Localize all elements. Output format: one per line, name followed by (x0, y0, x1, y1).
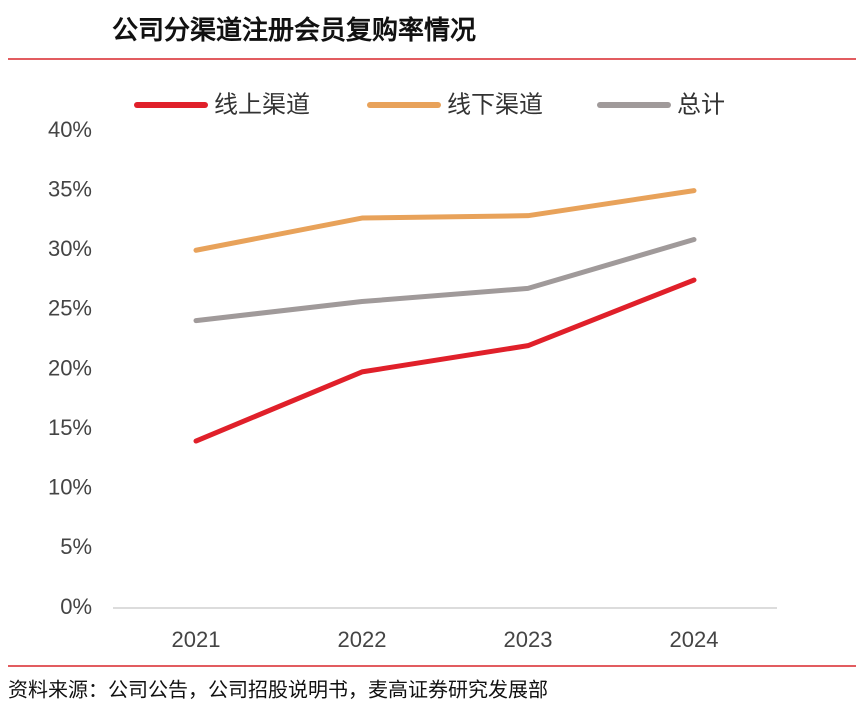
x-tick-label: 2024 (670, 627, 719, 652)
series-line (193, 277, 697, 444)
y-tick-label: 20% (48, 355, 92, 380)
x-tick-label: 2021 (172, 627, 221, 652)
y-tick-label: 30% (48, 236, 92, 261)
chart-title: 公司分渠道注册会员复购率情况 (112, 15, 476, 46)
legend-label: 线上渠道 (214, 91, 310, 118)
series-line (193, 237, 697, 324)
y-tick-label: 35% (48, 176, 92, 201)
y-tick-label: 15% (48, 415, 92, 440)
y-tick-label: 25% (48, 296, 92, 321)
y-tick-label: 40% (48, 117, 92, 142)
x-tick-label: 2023 (504, 627, 553, 652)
x-tick-label: 2022 (338, 627, 387, 652)
series-line (193, 188, 697, 253)
source-note: 资料来源：公司公告，公司招股说明书，麦高证券研究发展部 (8, 678, 548, 702)
legend-label: 线下渠道 (447, 91, 543, 118)
y-tick-label: 0% (60, 594, 92, 619)
y-tick-label: 5% (60, 534, 92, 559)
y-tick-label: 10% (48, 475, 92, 500)
legend-label: 总计 (677, 91, 725, 118)
